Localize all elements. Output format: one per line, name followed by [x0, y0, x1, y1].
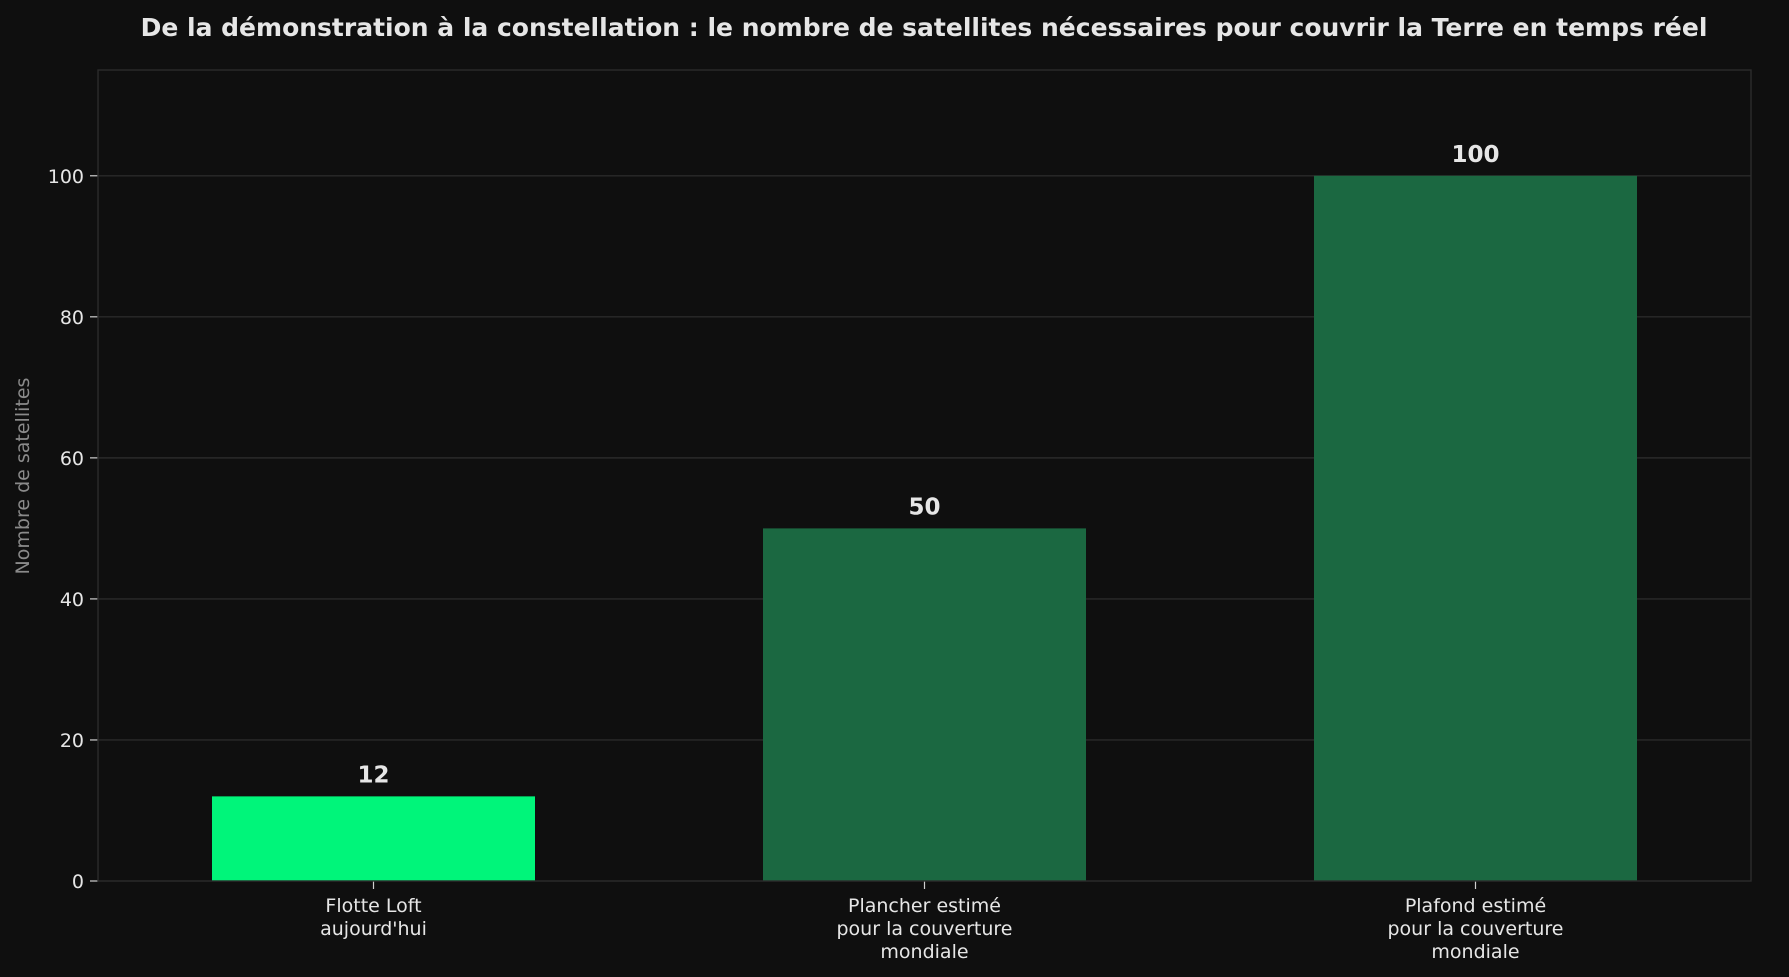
value-label: 12 — [357, 762, 389, 788]
y-tick-label: 20 — [60, 730, 84, 752]
y-tick-label: 60 — [60, 448, 84, 470]
y-tick-label: 40 — [60, 589, 84, 611]
x-tick-label: Plafond estimé pour la couverture mondiale — [1388, 895, 1564, 963]
x-tick-label: Flotte Loft aujourd'hui — [320, 895, 427, 940]
y-axis-label: Nombre de satellites — [12, 378, 34, 575]
y-tick-label: 0 — [72, 871, 84, 893]
x-tick-label: Plancher estimé pour la couverture mondial… — [837, 895, 1013, 963]
x-axis-ticks: Flotte Loft aujourd'hui Plancher estimé pou… — [320, 881, 1563, 963]
y-axis-ticks: 0 20 40 60 80 100 — [48, 166, 98, 893]
bar — [1314, 175, 1637, 882]
plot-frame — [97, 69, 1752, 882]
chart-title: De la démonstration à la constellation :… — [141, 13, 1708, 42]
bar — [212, 796, 535, 881]
value-label: 50 — [908, 494, 940, 520]
bar — [763, 528, 1086, 881]
y-tick-label: 80 — [60, 307, 84, 329]
y-tick-label: 100 — [48, 166, 84, 188]
bars — [212, 175, 1637, 882]
value-label: 100 — [1451, 142, 1499, 168]
value-labels: 12 50 100 — [357, 142, 1499, 789]
